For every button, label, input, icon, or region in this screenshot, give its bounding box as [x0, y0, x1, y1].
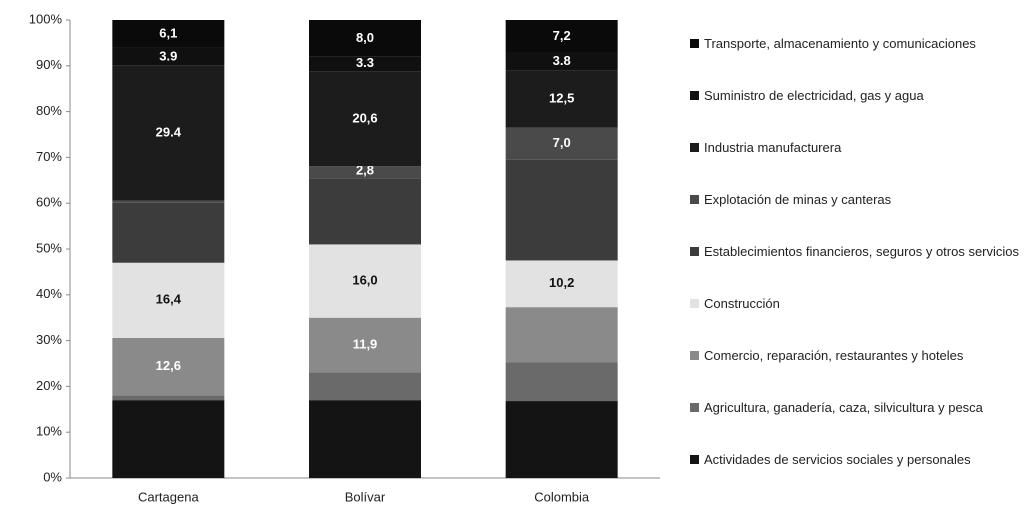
legend-item: Agricultura, ganadería, caza, silvicultu…: [690, 400, 1020, 452]
bar-segment: [112, 337, 225, 396]
bar-segment: [112, 200, 225, 203]
bar-segment: [505, 362, 618, 402]
data-label: 3.9: [159, 48, 177, 63]
y-tick-label: 70%: [36, 149, 62, 164]
data-label: 7,0: [553, 135, 571, 150]
data-label: 20,6: [352, 110, 377, 125]
data-label: 6,1: [159, 25, 177, 40]
bar-segment: [112, 262, 225, 338]
chart: 0% 10% 20% 30% 40% 50% 60% 70% 80% 90% 100% Cartage…: [29, 11, 660, 504]
bar-segment: [112, 395, 225, 401]
legend-swatch: [690, 195, 699, 204]
data-label: 29.4: [156, 125, 182, 140]
bar-segment: [505, 127, 618, 160]
data-label: 11,9: [353, 336, 378, 351]
bar-segment: [309, 166, 421, 179]
data-label: 7,2: [553, 28, 571, 43]
legend-swatch: [690, 91, 699, 100]
bar-segment: [112, 65, 225, 201]
legend-item: Comercio, reparación, restaurantes y hot…: [690, 348, 1020, 400]
y-tick-label: 40%: [36, 286, 62, 301]
legend-label: Construcción: [704, 296, 780, 311]
data-label: 3.8: [553, 53, 571, 68]
bar-segment: [112, 47, 225, 66]
legend: Transporte, almacenamiento y comunicacio…: [690, 36, 1020, 504]
legend-swatch: [690, 455, 699, 464]
y-tick-label: 10%: [36, 424, 62, 439]
bar-segment: [505, 307, 618, 363]
legend-label: Actividades de servicios sociales y pers…: [704, 452, 971, 467]
bar-segment: [309, 56, 421, 72]
bar-segment: [309, 372, 421, 401]
data-label: 3.3: [356, 55, 374, 70]
y-tick-label: 50%: [36, 240, 62, 255]
y-tick-label: 100%: [29, 11, 63, 26]
data-label: 16,4: [156, 292, 182, 307]
bar-segment: [309, 244, 421, 318]
legend-item: Construcción: [690, 296, 1020, 348]
legend-swatch: [690, 299, 699, 308]
bar-segment: [112, 20, 225, 48]
data-label: 12,6: [156, 358, 181, 373]
bar-segment: [309, 317, 421, 373]
data-label: 10,2: [549, 275, 574, 290]
y-tick-label: 0%: [43, 469, 62, 484]
legend-swatch: [690, 143, 699, 152]
legend-swatch: [690, 403, 699, 412]
bar-segment: [309, 71, 421, 167]
legend-item: Explotación de minas y canteras: [690, 192, 1020, 244]
bar-segment: [505, 260, 618, 308]
bar-segment: [505, 20, 618, 53]
data-label: 16,0: [352, 272, 377, 287]
legend-label: Industria manufacturera: [704, 140, 842, 155]
legend-label: Establecimientos financieros, seguros y …: [704, 244, 1020, 259]
legend-item: Actividades de servicios sociales y pers…: [690, 452, 1020, 504]
legend-label: Suministro de electricidad, gas y agua: [704, 88, 924, 103]
y-tick-label: 20%: [36, 378, 62, 393]
bar-segment: [505, 70, 618, 128]
bar-segment: [505, 52, 618, 71]
x-tick-label: Bolívar: [345, 489, 386, 504]
legend-item: Transporte, almacenamiento y comunicacio…: [690, 36, 1020, 88]
bar-segment: [309, 20, 421, 57]
data-label: 2,8: [356, 162, 374, 177]
bar-segment: [309, 400, 421, 478]
legend-swatch: [690, 351, 699, 360]
legend-label: Comercio, reparación, restaurantes y hot…: [704, 348, 964, 363]
legend-label: Explotación de minas y canteras: [704, 192, 892, 207]
x-tick-label: Colombia: [534, 489, 590, 504]
bar-segment: [309, 178, 421, 245]
y-tick-label: 90%: [36, 57, 62, 72]
y-tick-label: 80%: [36, 103, 62, 118]
bar-segment: [505, 159, 618, 261]
legend-item: Suministro de electricidad, gas y agua: [690, 88, 1020, 140]
bar-segment: [112, 400, 225, 478]
legend-swatch: [690, 247, 699, 256]
legend-item: Establecimientos financieros, seguros y …: [690, 244, 1020, 296]
legend-swatch: [690, 39, 699, 48]
bar-segment: [505, 401, 618, 478]
data-label: 8,0: [356, 30, 374, 45]
legend-label: Agricultura, ganadería, caza, silvicultu…: [704, 400, 983, 415]
bar-segment: [112, 202, 225, 263]
y-tick-label: 60%: [36, 195, 62, 210]
legend-item: Industria manufacturera: [690, 140, 1020, 192]
y-tick-label: 30%: [36, 332, 62, 347]
legend-label: Transporte, almacenamiento y comunicacio…: [704, 36, 976, 51]
x-tick-label: Cartagena: [138, 489, 199, 504]
data-label: 12,5: [549, 90, 574, 105]
